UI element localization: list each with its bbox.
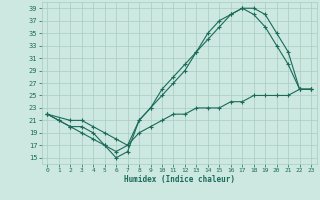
X-axis label: Humidex (Indice chaleur): Humidex (Indice chaleur) xyxy=(124,175,235,184)
